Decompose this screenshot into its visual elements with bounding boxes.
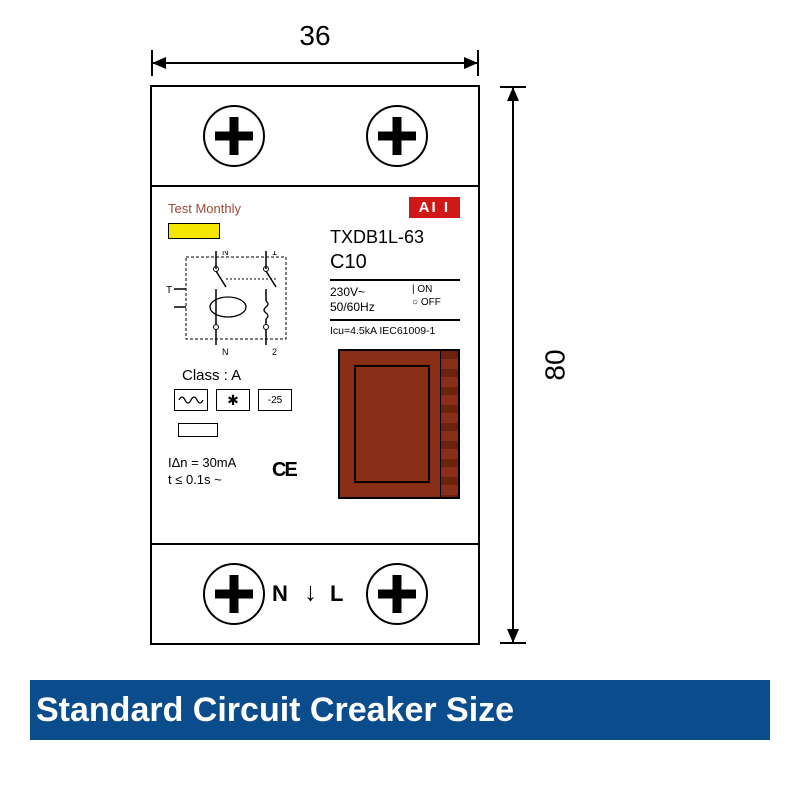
ce-mark-icon: CE: [272, 459, 296, 482]
brand-badge: AI I: [409, 197, 460, 218]
voltage-frequency: 230V~ 50/60Hz: [330, 285, 410, 315]
on-off-legend: | ON ○ OFF: [412, 283, 460, 309]
dimension-width-value: 36: [150, 20, 480, 52]
svg-text:T: T: [166, 285, 172, 296]
frequency-value: 50/60Hz: [330, 300, 375, 314]
circuit-breaker: Test Monthly AI I TXDB1L-63 C10 230V~ 50…: [150, 85, 480, 645]
svg-text:1: 1: [272, 251, 277, 257]
leakage-current: IΔn = 30mA: [168, 455, 236, 470]
toggle-switch: [338, 349, 460, 499]
divider-line: [330, 319, 460, 321]
test-monthly-label: Test Monthly: [168, 201, 241, 216]
screw-icon: [203, 563, 265, 625]
diagram-canvas: 36 80 Test Monthly AI I TXDB1L: [0, 0, 800, 800]
divider-line: [330, 279, 460, 281]
dimension-height: 80: [500, 85, 580, 645]
temp-rating-box: -25: [258, 389, 292, 411]
schematic-svg: N 1 T N 2: [166, 251, 296, 361]
svg-text:N: N: [222, 347, 229, 357]
breaker-face: Test Monthly AI I TXDB1L-63 C10 230V~ 50…: [152, 187, 478, 543]
screw-icon: [366, 563, 428, 625]
dimension-width: 36: [150, 20, 480, 80]
off-label: ○ OFF: [412, 297, 441, 308]
icu-rating: Icu=4.5kA IEC61009-1: [330, 325, 460, 337]
terminal-bottom: N ↓ L: [152, 543, 478, 643]
svg-text:N: N: [222, 251, 229, 257]
screw-icon: [203, 105, 265, 167]
terminal-top: [152, 87, 478, 187]
wiring-schematic: N 1 T N 2: [166, 251, 296, 361]
arrow-down-icon: ↓: [304, 577, 317, 608]
dimension-height-line: [500, 85, 540, 645]
trip-time: t ≤ 0.1s ~: [168, 472, 222, 487]
toggle-slot: [354, 365, 430, 483]
terminal-n-label: N: [272, 581, 288, 607]
leakage-spec: IΔn = 30mA t ≤ 0.1s ~: [168, 455, 236, 489]
screw-icon: [366, 105, 428, 167]
dimension-width-line: [150, 50, 480, 80]
class-label: Class : A: [182, 367, 241, 384]
wave-symbol-icon: [174, 389, 208, 411]
toggle-grip: [440, 351, 458, 497]
model-number: TXDB1L-63: [330, 227, 460, 248]
dimension-height-value: 80: [540, 349, 572, 380]
footer-title: Standard Circuit Creaker Size: [36, 691, 514, 730]
symbol-row: ✱ -25: [174, 389, 292, 411]
svg-text:2: 2: [272, 347, 277, 357]
footer-title-bar: Standard Circuit Creaker Size: [30, 680, 770, 740]
test-button: [168, 223, 220, 239]
voltage-value: 230V~: [330, 285, 365, 299]
indicator-slot: [178, 423, 218, 437]
snowflake-icon: ✱: [216, 389, 250, 411]
terminal-l-label: L: [330, 581, 343, 607]
on-label: | ON: [412, 284, 432, 295]
current-rating: C10: [330, 251, 460, 274]
